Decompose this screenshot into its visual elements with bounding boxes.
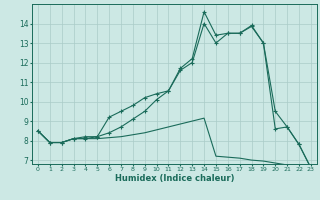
X-axis label: Humidex (Indice chaleur): Humidex (Indice chaleur) [115,174,234,183]
